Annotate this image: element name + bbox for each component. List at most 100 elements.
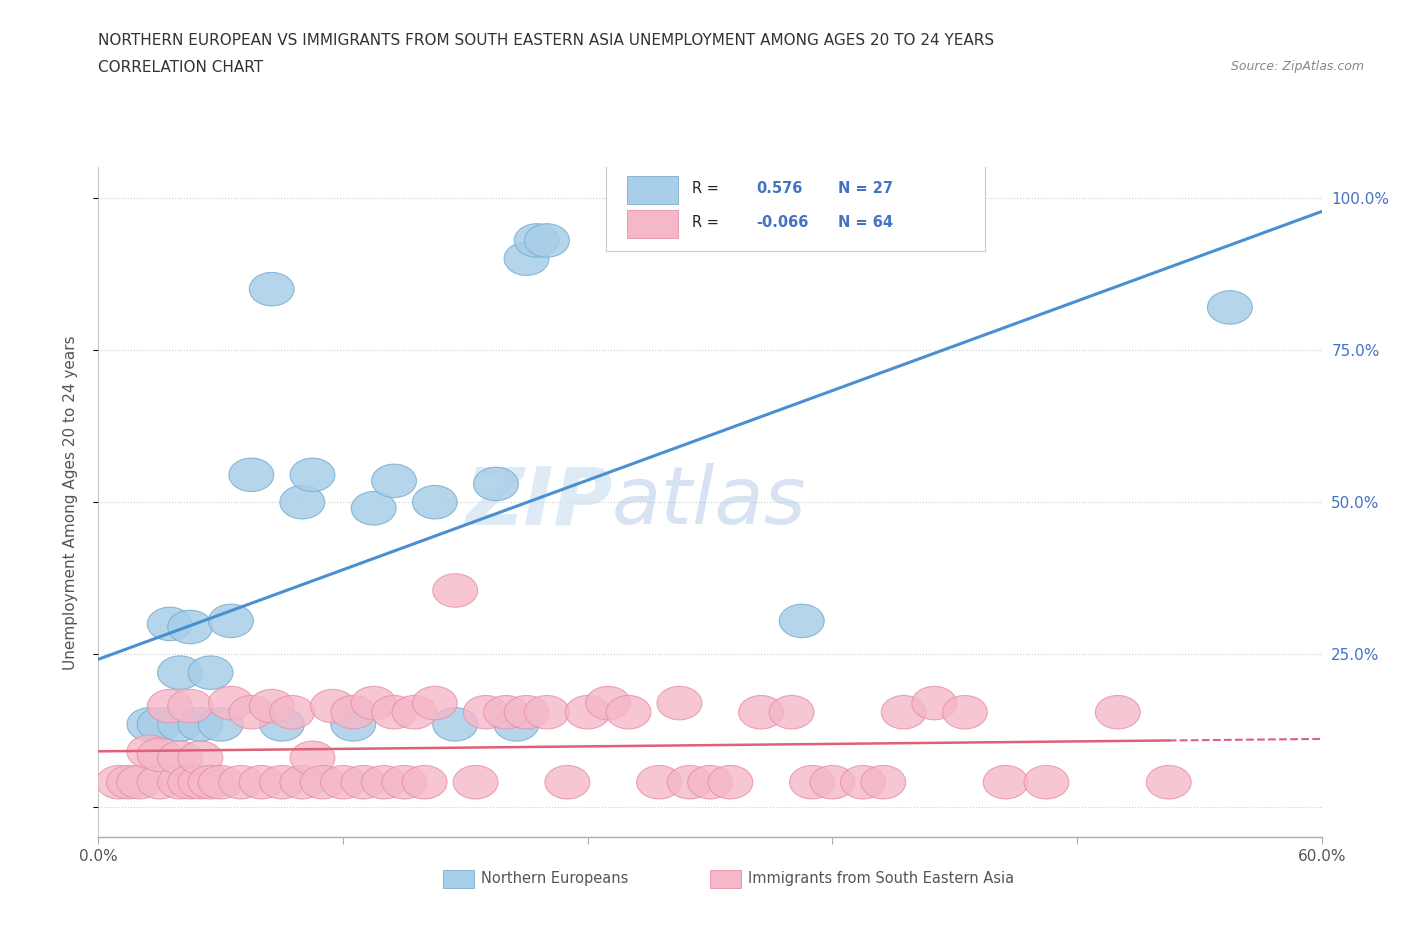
Ellipse shape bbox=[138, 765, 181, 799]
Ellipse shape bbox=[371, 464, 416, 498]
Text: N = 27: N = 27 bbox=[838, 181, 893, 196]
Ellipse shape bbox=[433, 574, 478, 607]
Ellipse shape bbox=[515, 224, 560, 258]
Ellipse shape bbox=[157, 741, 202, 775]
Ellipse shape bbox=[709, 765, 752, 799]
Ellipse shape bbox=[412, 485, 457, 519]
Ellipse shape bbox=[249, 689, 294, 723]
Ellipse shape bbox=[260, 765, 304, 799]
Ellipse shape bbox=[148, 607, 193, 641]
Y-axis label: Unemployment Among Ages 20 to 24 years: Unemployment Among Ages 20 to 24 years bbox=[63, 335, 77, 670]
Ellipse shape bbox=[198, 765, 243, 799]
Ellipse shape bbox=[208, 604, 253, 638]
Ellipse shape bbox=[484, 696, 529, 729]
Ellipse shape bbox=[779, 604, 824, 638]
Text: Source: ZipAtlas.com: Source: ZipAtlas.com bbox=[1230, 60, 1364, 73]
Ellipse shape bbox=[841, 765, 886, 799]
Ellipse shape bbox=[505, 696, 548, 729]
Text: R =: R = bbox=[692, 181, 718, 196]
Ellipse shape bbox=[382, 765, 426, 799]
Ellipse shape bbox=[219, 765, 263, 799]
Ellipse shape bbox=[148, 689, 193, 723]
Ellipse shape bbox=[1024, 765, 1069, 799]
Ellipse shape bbox=[352, 686, 396, 720]
Ellipse shape bbox=[179, 765, 222, 799]
Text: CORRELATION CHART: CORRELATION CHART bbox=[98, 60, 263, 75]
Ellipse shape bbox=[474, 467, 519, 500]
Ellipse shape bbox=[738, 696, 783, 729]
Ellipse shape bbox=[229, 696, 274, 729]
Ellipse shape bbox=[1095, 696, 1140, 729]
Text: N = 64: N = 64 bbox=[838, 215, 893, 230]
Ellipse shape bbox=[1146, 765, 1191, 799]
Ellipse shape bbox=[157, 656, 202, 689]
Ellipse shape bbox=[157, 765, 202, 799]
Ellipse shape bbox=[127, 735, 172, 768]
Text: ZIP: ZIP bbox=[465, 463, 612, 541]
Ellipse shape bbox=[371, 696, 416, 729]
Ellipse shape bbox=[464, 696, 508, 729]
Ellipse shape bbox=[290, 741, 335, 775]
Ellipse shape bbox=[260, 708, 304, 741]
Ellipse shape bbox=[942, 696, 987, 729]
Ellipse shape bbox=[342, 765, 385, 799]
Text: 0.576: 0.576 bbox=[756, 181, 803, 196]
Text: -0.066: -0.066 bbox=[756, 215, 808, 230]
Ellipse shape bbox=[167, 765, 212, 799]
Ellipse shape bbox=[769, 696, 814, 729]
Ellipse shape bbox=[882, 696, 927, 729]
Ellipse shape bbox=[1208, 291, 1253, 325]
Ellipse shape bbox=[97, 765, 141, 799]
Ellipse shape bbox=[657, 686, 702, 720]
Ellipse shape bbox=[983, 765, 1028, 799]
Ellipse shape bbox=[637, 765, 682, 799]
Ellipse shape bbox=[208, 686, 253, 720]
Text: R =: R = bbox=[692, 215, 718, 230]
Bar bbox=[627, 209, 678, 238]
Ellipse shape bbox=[179, 708, 222, 741]
Ellipse shape bbox=[494, 708, 538, 741]
Ellipse shape bbox=[392, 696, 437, 729]
Ellipse shape bbox=[249, 272, 294, 306]
Ellipse shape bbox=[280, 765, 325, 799]
Ellipse shape bbox=[790, 765, 834, 799]
Ellipse shape bbox=[117, 765, 162, 799]
Text: Immigrants from South Eastern Asia: Immigrants from South Eastern Asia bbox=[748, 871, 1014, 886]
Ellipse shape bbox=[188, 765, 233, 799]
Ellipse shape bbox=[361, 765, 406, 799]
Ellipse shape bbox=[330, 708, 375, 741]
Ellipse shape bbox=[179, 741, 222, 775]
Bar bbox=[627, 176, 678, 205]
Ellipse shape bbox=[280, 485, 325, 519]
Ellipse shape bbox=[138, 738, 181, 772]
Ellipse shape bbox=[107, 765, 152, 799]
Ellipse shape bbox=[290, 458, 335, 492]
Text: NORTHERN EUROPEAN VS IMMIGRANTS FROM SOUTH EASTERN ASIA UNEMPLOYMENT AMONG AGES : NORTHERN EUROPEAN VS IMMIGRANTS FROM SOU… bbox=[98, 33, 994, 47]
Ellipse shape bbox=[810, 765, 855, 799]
Ellipse shape bbox=[524, 224, 569, 258]
Ellipse shape bbox=[524, 696, 569, 729]
Ellipse shape bbox=[668, 765, 711, 799]
Ellipse shape bbox=[188, 656, 233, 689]
Ellipse shape bbox=[330, 696, 375, 729]
Ellipse shape bbox=[311, 689, 356, 723]
Text: atlas: atlas bbox=[612, 463, 807, 541]
Ellipse shape bbox=[860, 765, 905, 799]
Ellipse shape bbox=[565, 696, 610, 729]
Ellipse shape bbox=[138, 708, 181, 741]
Ellipse shape bbox=[167, 610, 212, 644]
Ellipse shape bbox=[239, 765, 284, 799]
Ellipse shape bbox=[586, 686, 630, 720]
Ellipse shape bbox=[453, 765, 498, 799]
Ellipse shape bbox=[301, 765, 344, 799]
Ellipse shape bbox=[546, 765, 589, 799]
Ellipse shape bbox=[352, 492, 396, 525]
Ellipse shape bbox=[606, 696, 651, 729]
Ellipse shape bbox=[505, 242, 548, 275]
Ellipse shape bbox=[270, 696, 315, 729]
Text: Northern Europeans: Northern Europeans bbox=[481, 871, 628, 886]
Ellipse shape bbox=[402, 765, 447, 799]
Ellipse shape bbox=[912, 686, 956, 720]
Ellipse shape bbox=[229, 458, 274, 492]
Ellipse shape bbox=[321, 765, 366, 799]
